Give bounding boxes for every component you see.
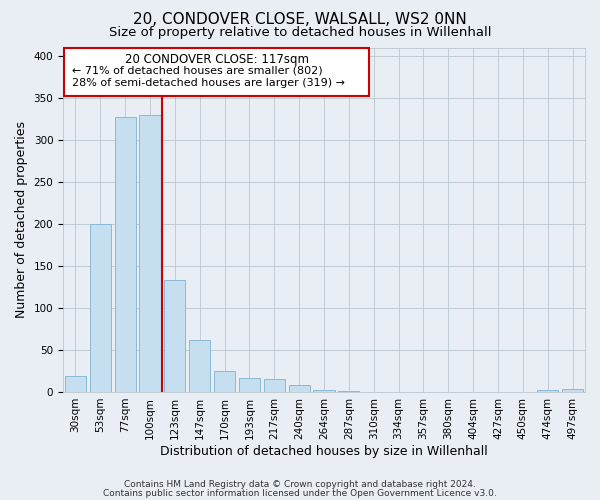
Bar	[189, 340, 210, 392]
Bar	[214, 371, 235, 392]
X-axis label: Distribution of detached houses by size in Willenhall: Distribution of detached houses by size …	[160, 444, 488, 458]
Bar	[239, 378, 260, 392]
Bar	[289, 385, 310, 392]
Bar	[164, 280, 185, 392]
Bar	[264, 378, 285, 392]
Text: ← 71% of detached houses are smaller (802): ← 71% of detached houses are smaller (80…	[72, 65, 322, 75]
Text: Contains HM Land Registry data © Crown copyright and database right 2024.: Contains HM Land Registry data © Crown c…	[124, 480, 476, 489]
Text: 28% of semi-detached houses are larger (319) →: 28% of semi-detached houses are larger (…	[72, 78, 345, 88]
Bar	[65, 376, 86, 392]
Bar	[115, 117, 136, 392]
Bar	[537, 390, 558, 392]
Text: Contains public sector information licensed under the Open Government Licence v3: Contains public sector information licen…	[103, 489, 497, 498]
Bar	[139, 114, 161, 392]
Bar	[338, 391, 359, 392]
Text: 20 CONDOVER CLOSE: 117sqm: 20 CONDOVER CLOSE: 117sqm	[125, 52, 308, 66]
Bar	[90, 224, 111, 392]
FancyBboxPatch shape	[64, 48, 369, 96]
Text: Size of property relative to detached houses in Willenhall: Size of property relative to detached ho…	[109, 26, 491, 39]
Y-axis label: Number of detached properties: Number of detached properties	[15, 121, 28, 318]
Bar	[562, 390, 583, 392]
Text: 20, CONDOVER CLOSE, WALSALL, WS2 0NN: 20, CONDOVER CLOSE, WALSALL, WS2 0NN	[133, 12, 467, 28]
Bar	[313, 390, 335, 392]
